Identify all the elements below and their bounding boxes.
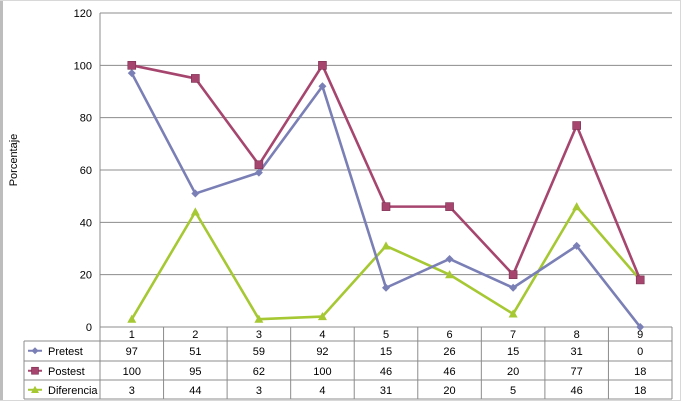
table-cell-value: 18 [634, 385, 646, 397]
data-point-marker [381, 241, 391, 250]
data-point-marker [31, 347, 39, 355]
table-cell-value: 95 [189, 366, 201, 378]
x-tick-label: 5 [383, 329, 389, 341]
table-cell-value: 46 [443, 366, 455, 378]
table-cell-value: 18 [634, 366, 646, 378]
data-point-marker [445, 270, 455, 279]
data-point-marker [381, 202, 391, 211]
data-point-marker [509, 283, 518, 292]
y-axis-label: Porcentaje [8, 134, 20, 187]
data-point-marker [508, 309, 518, 318]
y-tick-label: 120 [74, 8, 92, 20]
data-point-marker [127, 314, 137, 323]
table-cell-value: 0 [637, 346, 643, 358]
gridlines [99, 12, 672, 328]
data-point-marker [445, 254, 454, 263]
data-point-marker [254, 168, 263, 177]
data-point-marker [635, 275, 645, 285]
table-cell-value: 26 [443, 346, 455, 358]
data-point-marker [317, 312, 327, 321]
data-point-marker [572, 241, 581, 250]
data-point-marker [382, 283, 390, 292]
table-cell-value: 3 [129, 385, 135, 397]
data-point-marker [636, 323, 645, 331]
legend-label: Diferencia [48, 385, 98, 397]
data-point-marker [254, 160, 264, 170]
table-cell-value: 4 [319, 385, 325, 397]
y-tick-label: 100 [74, 60, 92, 72]
data-point-marker [191, 189, 200, 198]
table-cell-value: 5 [510, 385, 516, 397]
table-cell-value: 59 [253, 346, 265, 358]
series-line-diferencia [130, 205, 642, 321]
data-point-marker [31, 366, 39, 375]
data-point-marker [508, 270, 518, 279]
table-cell-value: 100 [123, 366, 141, 378]
window-edge [0, 0, 3, 401]
legend-label: Pretest [48, 346, 83, 358]
y-tick-label: 80 [80, 113, 92, 125]
table-cell-value: 97 [126, 346, 138, 358]
x-tick-label: 8 [574, 329, 580, 341]
table-cell-value: 46 [571, 385, 583, 397]
table-cell-value: 92 [316, 346, 328, 358]
data-point-marker [572, 121, 581, 130]
data-point-marker [127, 61, 137, 70]
table-cell-value: 15 [380, 346, 392, 358]
table-cell-value: 62 [253, 366, 265, 378]
table-cell-value: 31 [380, 385, 392, 397]
x-tick-label: 3 [256, 329, 262, 341]
table-cell-value: 77 [571, 366, 583, 378]
table-cell-value: 100 [313, 366, 331, 378]
data-point-marker [318, 61, 327, 70]
data-point-marker [572, 202, 582, 211]
x-tick-label: 7 [510, 329, 516, 341]
data-point-marker [127, 69, 136, 78]
y-tick-label: 60 [80, 165, 92, 177]
x-tick-label: 2 [192, 329, 198, 341]
x-tick-label: 4 [319, 329, 325, 341]
y-tick-label: 40 [80, 217, 92, 229]
y-tick-label: 20 [80, 270, 92, 282]
table-cell-value: 51 [189, 346, 201, 358]
data-point-marker [190, 207, 200, 216]
table-cell-value: 20 [443, 385, 455, 397]
data-point-marker [31, 385, 39, 393]
x-tick-label: 6 [446, 329, 452, 341]
data-point-marker [318, 82, 327, 91]
table-cell-value: 20 [507, 366, 519, 378]
table-cell-value: 3 [256, 385, 262, 397]
x-tick-label: 9 [637, 329, 643, 341]
y-tick-label: 0 [86, 322, 92, 334]
table-cell-value: 44 [189, 385, 201, 397]
data-point-marker [191, 74, 200, 83]
table-cell-value: 15 [507, 346, 519, 358]
data-point-marker [445, 202, 454, 211]
legend-label: Postest [48, 366, 85, 378]
table-cell-value: 46 [380, 366, 392, 378]
data-table: 1 2 3 4 5 6 7 8 9 Pretest 97 51 59 92 15 26 15 31 0 Postest… [23, 327, 673, 400]
data-point-marker [254, 314, 264, 323]
series-lines [127, 61, 645, 331]
x-tick-label: 1 [129, 329, 135, 341]
y-tick-labels: 0 20 40 60 80 100 120 [74, 8, 92, 334]
table-cell-value: 31 [571, 346, 583, 358]
